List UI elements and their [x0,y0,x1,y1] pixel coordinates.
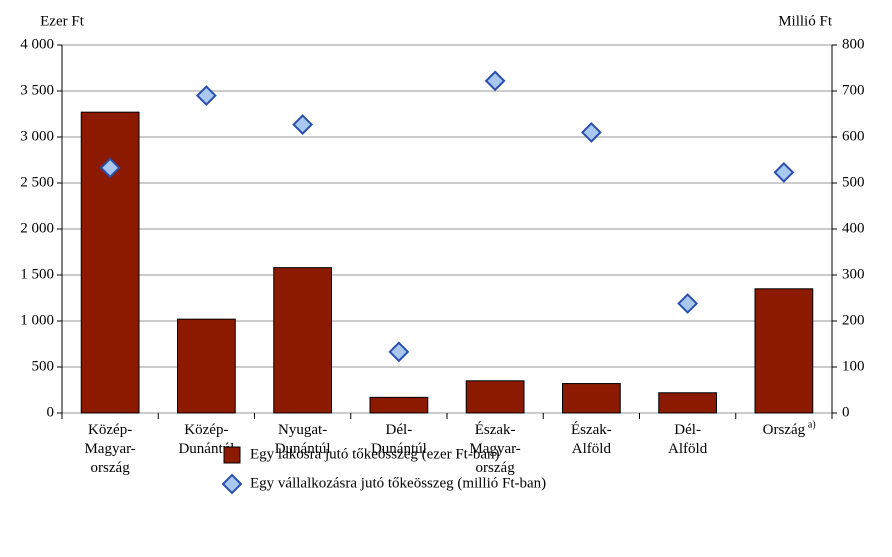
y-tick-label: 4 000 [20,36,54,52]
marker [677,293,699,314]
y-tick-label: 3 500 [20,82,54,98]
y2-tick-label: 500 [842,174,865,190]
y2-tick-label: 600 [842,128,865,144]
bar [562,383,621,414]
y2-tick-label: 800 [842,36,865,52]
bar [465,380,525,414]
legend-swatch [223,446,241,464]
marker [580,121,602,143]
marker [195,85,217,107]
x-tick-label: Közép-Dunántúl [178,422,234,457]
marker [773,162,795,183]
legend-label: Egy lakosra jutó tőkeösszeg (ezer Ft-ban… [250,446,500,462]
bar [754,288,814,414]
y-tick-label: 0 [47,404,55,420]
x-tick-label: Dél-Alföld [668,422,708,457]
y-tick-label: 1 000 [20,312,54,328]
y-axis-title: Ezer Ft [40,13,85,29]
y2-tick-label: 700 [842,82,865,98]
bar [658,392,717,414]
bar [80,111,140,414]
y2-tick-label: 400 [842,220,865,236]
x-tick-label: Közép-Magyar-ország [84,422,135,476]
marker [388,341,410,363]
annotation: a) [808,419,816,430]
x-tick-label: Nyugat-Dunántúl [275,422,331,457]
y-tick-label: 2 500 [20,174,54,190]
y-tick-label: 2 000 [20,220,54,236]
y2-axis-title: Millió Ft [778,13,833,29]
bar [369,396,429,414]
legend-swatch [221,473,243,495]
marker [292,114,314,135]
y2-tick-label: 200 [842,312,865,328]
y-tick-label: 3 000 [20,128,54,144]
bar [273,267,332,414]
y2-tick-label: 300 [842,266,865,282]
x-tick-label: Észak-Alföld [571,421,612,457]
marker [484,70,506,92]
y2-tick-label: 0 [842,404,850,420]
x-tick-label: Dél-Dunántúl [371,422,427,457]
legend-label: Egy vállalkozásra jutó tőkeösszeg (milli… [250,475,546,491]
x-tick-label: Észak-Magyar-ország [469,421,520,476]
bar [177,318,236,414]
x-tick-label: Ország [763,422,806,438]
y-tick-label: 1 500 [20,266,54,282]
y-tick-label: 500 [32,358,55,374]
y2-tick-label: 100 [842,358,865,374]
marker [99,157,121,179]
